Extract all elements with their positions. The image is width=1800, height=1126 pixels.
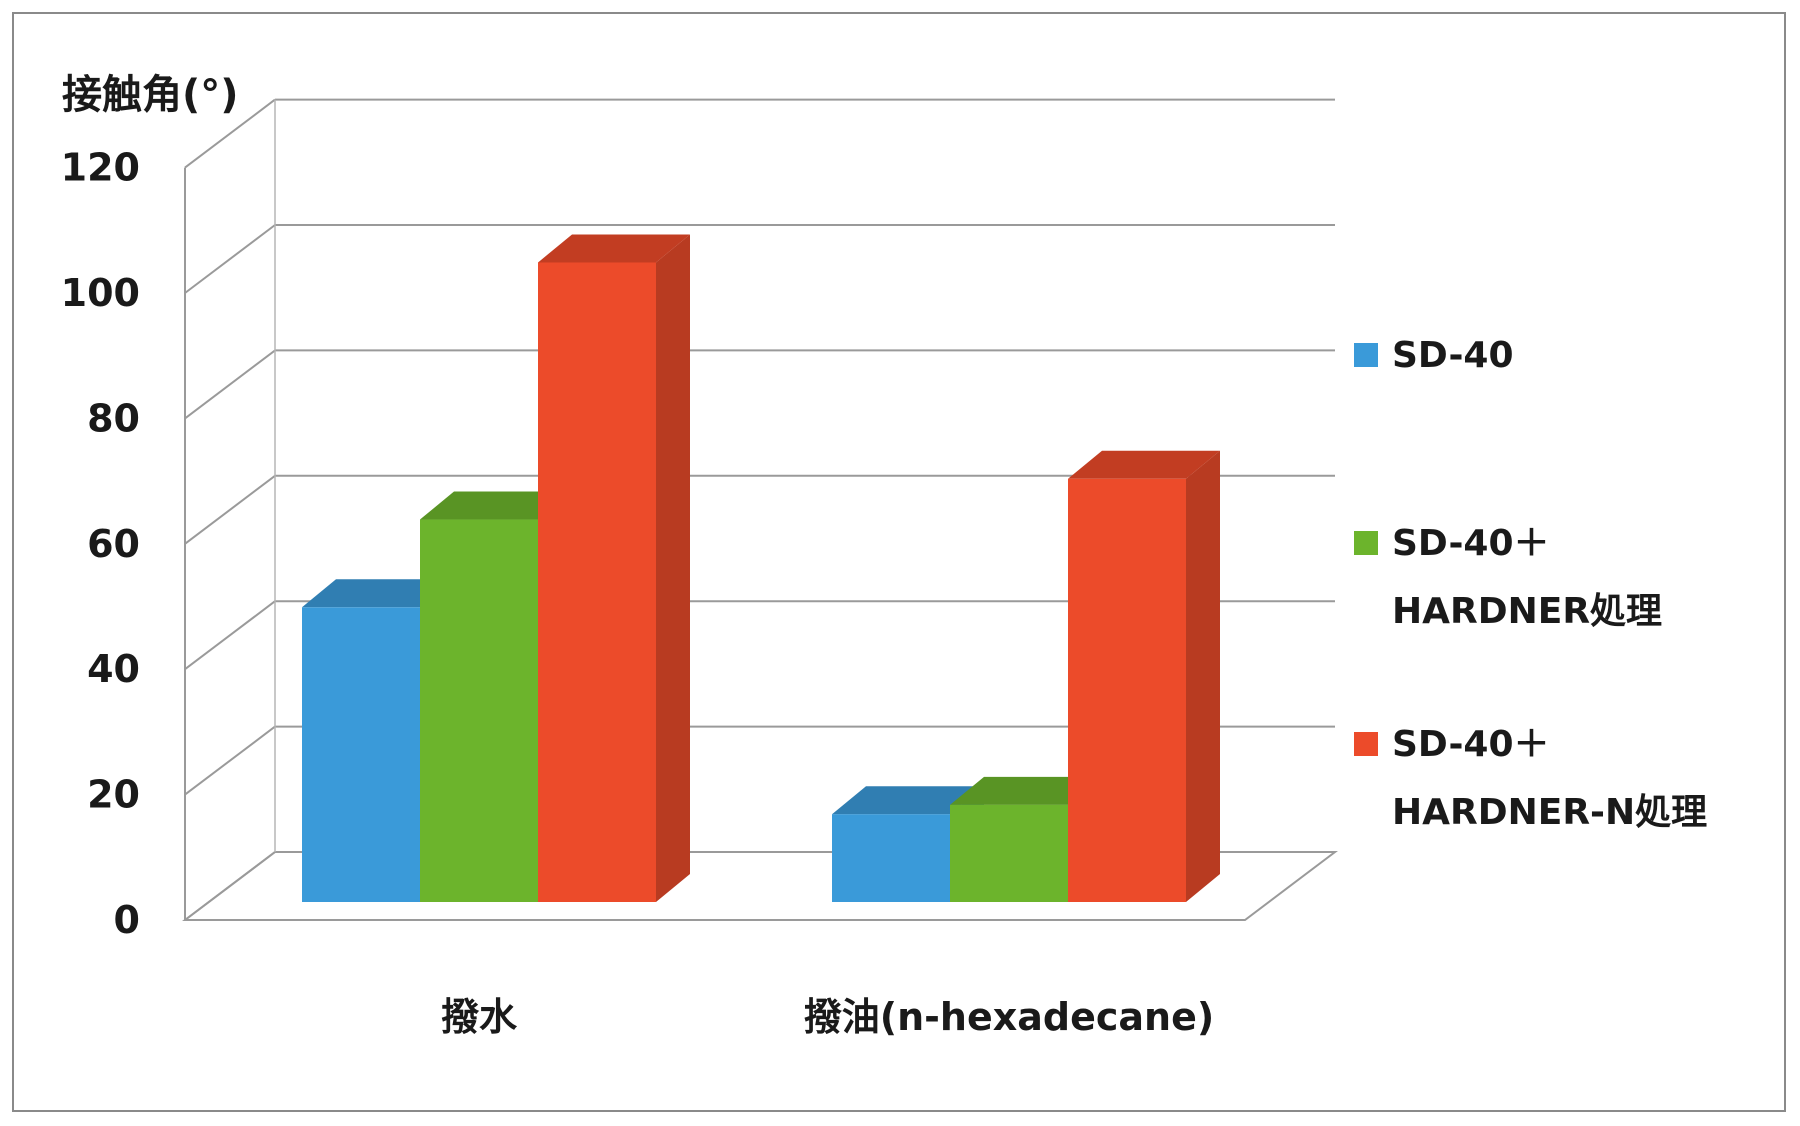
bars: [302, 234, 1220, 903]
bar-side: [1186, 450, 1220, 902]
floor: [182, 851, 1338, 921]
bar-front: [420, 519, 538, 902]
gridline-diagonal: [184, 98, 276, 169]
legend-label: SD-40: [1392, 335, 1514, 376]
y-tick-label: 40: [87, 647, 140, 691]
bar-front: [538, 262, 656, 903]
y-tick-label: 20: [87, 773, 140, 817]
bar-top: [832, 786, 984, 815]
y-tick-label: 80: [87, 396, 140, 440]
legend-item: SD-40＋ HARDNER-N処理: [1354, 724, 1707, 833]
legend-label: SD-40＋: [1392, 523, 1550, 564]
bar: [538, 234, 690, 903]
gridline-diagonal: [184, 349, 276, 420]
bar-top: [420, 491, 572, 520]
bar-top: [538, 234, 690, 263]
x-category-label: 撥水: [441, 995, 518, 1039]
bar: [1068, 450, 1220, 902]
gridline-diagonal: [184, 475, 276, 545]
legend-swatch: [1354, 343, 1378, 367]
legend-item: SD-40＋ HARDNER処理: [1354, 523, 1662, 632]
x-category-label: 撥油(n-hexadecane): [804, 995, 1215, 1039]
y-tick-label: 100: [61, 271, 140, 315]
gridline-diagonal: [184, 600, 276, 670]
y-axis-title: 接触角(°): [62, 72, 239, 118]
legend: SD-40 SD-40＋ HARDNER処理 SD-40＋ HARDNER-N処理: [1354, 335, 1707, 833]
gridline-diagonal: [184, 725, 276, 796]
bar-front: [1068, 478, 1186, 902]
y-tick-label: 0: [114, 898, 140, 942]
bar-top: [1068, 450, 1220, 479]
axes: 0 20 40 60 80 100 120 撥水 撥油(n-hexadecane): [61, 146, 1215, 1039]
bar-front: [950, 804, 1068, 902]
legend-swatch: [1354, 531, 1378, 555]
bar-top: [302, 579, 454, 608]
bar-top: [950, 776, 1102, 805]
bar-front: [832, 814, 950, 902]
legend-label: HARDNER処理: [1392, 591, 1662, 632]
y-tick-label: 60: [87, 522, 140, 566]
chart-frame: [12, 12, 1786, 1112]
legend-label: SD-40＋: [1392, 724, 1550, 765]
y-tick-label: 120: [61, 146, 140, 190]
bar-side: [656, 234, 690, 902]
gridline-diagonal: [184, 224, 276, 294]
legend-item: SD-40: [1354, 335, 1514, 376]
legend-label: HARDNER-N処理: [1392, 792, 1707, 833]
bar-front: [302, 607, 420, 902]
legend-swatch: [1354, 732, 1378, 756]
